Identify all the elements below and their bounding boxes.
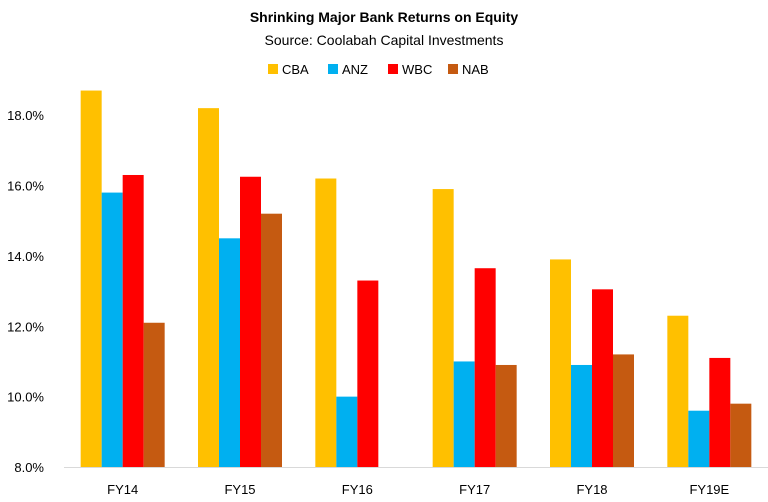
x-tick-label: FY18 (576, 482, 607, 497)
bar-wbc-fy18 (592, 289, 613, 467)
bar-cba-fy18 (550, 259, 571, 467)
bar-cba-fy16 (315, 178, 337, 467)
bar-cba-fy19e (667, 315, 689, 467)
x-tick-label: FY17 (459, 482, 490, 497)
x-tick-label: FY14 (107, 482, 138, 497)
x-tick-label: FY16 (342, 482, 373, 497)
y-tick-label: 14.0% (7, 249, 44, 264)
legend-label-wbc: WBC (402, 62, 432, 77)
bar-anz-fy15 (219, 238, 240, 467)
bar-anz-fy14 (101, 192, 123, 467)
bar-anz-fy19e (688, 410, 710, 467)
bar-wbc-fy19e (709, 357, 731, 467)
bar-wbc-fy15 (240, 176, 261, 467)
x-tick-label: FY15 (224, 482, 255, 497)
bar-nab-fy17 (495, 364, 517, 467)
legend-swatch-wbc (388, 64, 398, 74)
bar-nab-fy14 (143, 322, 165, 467)
legend: CBA ANZ WBC NAB (268, 62, 489, 77)
y-tick-label: 10.0% (7, 390, 44, 405)
y-tick-label: 16.0% (7, 179, 44, 194)
bar-wbc-fy17 (474, 268, 496, 467)
chart-title: Shrinking Major Bank Returns on Equity (250, 9, 519, 25)
legend-label-nab: NAB (462, 62, 489, 77)
bar-wbc-fy14 (122, 174, 144, 467)
legend-swatch-cba (268, 64, 278, 74)
chart-subtitle: Source: Coolabah Capital Investments (265, 32, 504, 48)
y-tick-label: 18.0% (7, 108, 44, 123)
bar-nab-fy15 (261, 213, 282, 467)
y-tick-label: 12.0% (7, 319, 44, 334)
bar-nab-fy19e (730, 403, 752, 467)
bar-anz-fy18 (571, 364, 592, 467)
x-tick-label: FY19E (689, 482, 729, 497)
x-axis: FY14 FY15 FY16 FY17 FY18 FY19E (64, 467, 768, 497)
bar-anz-fy16 (336, 396, 358, 467)
bar-cba-fy14 (80, 90, 102, 468)
bar-wbc-fy16 (357, 280, 379, 467)
bar-nab-fy18 (613, 354, 634, 467)
legend-label-cba: CBA (282, 62, 309, 77)
legend-swatch-anz (328, 64, 338, 74)
bar-cba-fy17 (432, 189, 454, 467)
legend-swatch-nab (448, 64, 458, 74)
legend-label-anz: ANZ (342, 62, 368, 77)
y-axis: 8.0% 10.0% 12.0% 14.0% 16.0% 18.0% (7, 108, 44, 475)
bar-cba-fy15 (198, 108, 219, 468)
bars (80, 90, 752, 468)
bar-anz-fy17 (453, 361, 475, 467)
y-tick-label: 8.0% (14, 460, 44, 475)
